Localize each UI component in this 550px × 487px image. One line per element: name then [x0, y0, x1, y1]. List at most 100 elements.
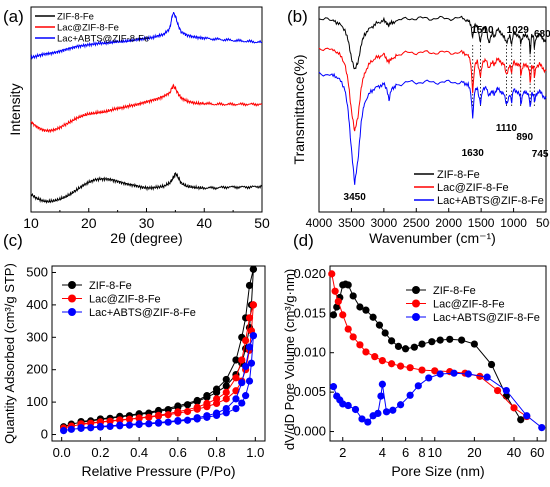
y-tick-label: 200 [26, 362, 48, 377]
data-point-1 [245, 314, 254, 322]
legend-label-1: Lac@ZIF-8-Fe [433, 299, 505, 311]
data-point-2 [238, 379, 246, 387]
data-point-2 [67, 425, 75, 433]
data-point-1 [362, 348, 370, 356]
data-point-1 [203, 399, 211, 408]
data-point-2 [174, 416, 182, 425]
data-point-0 [222, 375, 230, 384]
data-point-0 [428, 338, 436, 346]
plot-frame [51, 265, 266, 442]
data-point-2 [374, 409, 382, 418]
series-line-2 [318, 71, 547, 185]
data-point-1 [344, 325, 352, 333]
data-point-2 [377, 392, 385, 400]
x-tick-label: 0.2 [91, 445, 109, 460]
data-point-0 [418, 340, 426, 348]
data-point-2 [406, 391, 414, 399]
x-tick-label: 0.8 [208, 445, 226, 460]
x-tick-label: 0.6 [169, 445, 187, 460]
data-point-1 [493, 386, 502, 395]
data-point-2 [232, 404, 240, 413]
data-point-1 [135, 414, 143, 422]
data-point-2 [116, 421, 124, 429]
data-point-2 [87, 424, 95, 432]
x-tick-label: 1500 [468, 216, 495, 230]
x-tick-label: 60 [530, 445, 544, 460]
data-point-1 [145, 413, 153, 421]
data-point-0 [329, 311, 338, 319]
data-point-1 [232, 374, 240, 382]
data-point-1 [396, 362, 405, 370]
x-tick-label: 20 [467, 445, 481, 460]
series-line-1 [318, 47, 547, 132]
data-point-0 [164, 405, 172, 414]
series-line-1 [30, 83, 263, 134]
data-point-1 [154, 411, 163, 419]
legend-marker-0 [68, 281, 76, 289]
data-point-0 [369, 313, 377, 321]
x-axis-label: Pore Size (nm) [391, 463, 484, 479]
data-point-1 [222, 395, 230, 403]
data-point-0 [401, 345, 410, 353]
x-axis-label: Relative Pressure (P/Po) [81, 463, 235, 479]
x-tick-label: 20 [81, 215, 97, 231]
y-axis-label: Intensity [7, 83, 23, 135]
data-point-2 [249, 332, 257, 340]
data-point-0 [222, 382, 230, 390]
y-tick-label: 0.000 [293, 424, 326, 439]
data-point-2 [382, 408, 391, 416]
data-point-0 [344, 281, 352, 289]
data-point-2 [96, 422, 105, 431]
data-point-2 [483, 373, 491, 381]
legend-label-1: Lac@ZIF-8-Fe [89, 294, 161, 306]
data-point-0 [356, 303, 364, 311]
peak-annotation: 890 [516, 132, 533, 143]
legend-marker-2 [412, 313, 420, 321]
data-point-0 [203, 392, 211, 400]
data-point-0 [333, 303, 341, 311]
peak-annotation: 1510 [471, 25, 494, 36]
panel-d: (d) 2 4 6 8 10 20 40 60 0.000 0.005 0.010 0.015 0.020… [282, 231, 547, 479]
panel-label: (b) [287, 7, 308, 26]
data-point-2 [212, 409, 221, 417]
series-line-2 [30, 11, 263, 60]
legend-label-1: Lac@ZIF-8-Fe [437, 182, 509, 194]
data-point-2 [242, 362, 250, 371]
data-point-2 [389, 406, 397, 414]
data-point-0 [458, 336, 466, 344]
data-point-2 [329, 383, 338, 391]
data-point-1 [212, 395, 221, 403]
legend-label-2: Lac+ABTS@ZIF-8-Fe [437, 195, 544, 207]
x-tick-label: 4000 [306, 216, 333, 230]
peak-annotation: 1029 [507, 25, 530, 36]
x-axis-label: 2θ (degree) [110, 230, 182, 246]
x-tick-label: 10 [23, 215, 39, 231]
legend-label-0: ZIF-8-Fe [433, 285, 476, 297]
peak-annotation: 3450 [344, 192, 367, 203]
data-point-0 [232, 356, 240, 364]
data-point-2 [414, 382, 422, 390]
legend-label-2: Lac+ABTS@ZIF-8-Fe [433, 312, 540, 324]
panel-label: (d) [293, 231, 314, 250]
legend-label-0: ZIF-8-Fe [57, 12, 94, 23]
data-point-0 [446, 335, 454, 343]
x-tick-label: 0.4 [130, 445, 148, 460]
data-point-2 [436, 370, 444, 378]
data-point-2 [245, 377, 254, 385]
series-line-0 [30, 172, 263, 205]
x-tick-label: 10 [428, 445, 442, 460]
data-point-1 [164, 411, 172, 419]
data-point-2 [77, 424, 85, 432]
data-point-0 [212, 385, 221, 393]
data-point-2 [232, 395, 240, 403]
data-point-1 [106, 417, 114, 425]
x-tick-label: 30 [139, 215, 155, 231]
data-point-2 [193, 414, 201, 422]
data-point-1 [339, 311, 347, 319]
x-tick-label: 0.0 [53, 445, 71, 460]
plot-frame [318, 6, 547, 213]
data-point-1 [242, 336, 250, 345]
data-point-2 [450, 369, 458, 377]
x-tick-label: 2500 [403, 216, 430, 230]
